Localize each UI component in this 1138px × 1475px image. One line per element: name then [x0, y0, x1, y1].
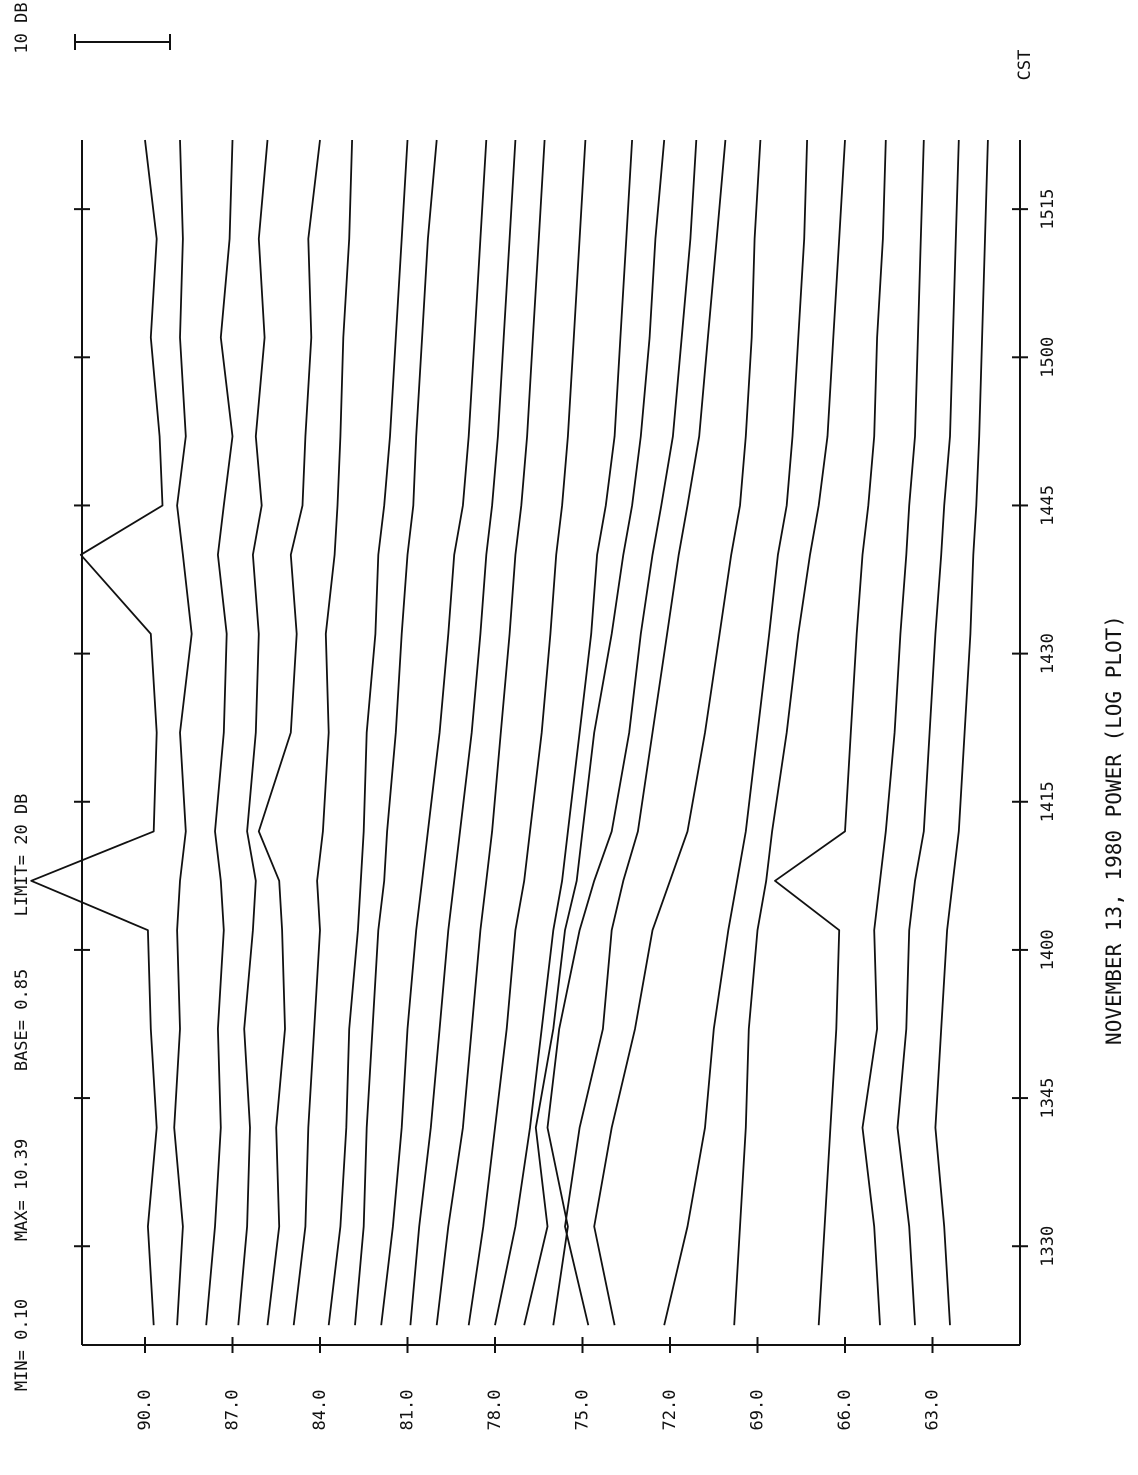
- trace: [774, 139, 887, 1326]
- trace: [494, 139, 633, 1326]
- trace: [861, 139, 925, 1326]
- trace: [435, 139, 546, 1326]
- annotation: MIN= 0.10: [12, 1299, 32, 1391]
- x-tick-label: 1445: [1038, 485, 1058, 526]
- trace: [409, 139, 517, 1326]
- x-tick-label: 1430: [1038, 633, 1058, 674]
- trace: [237, 139, 269, 1326]
- x-tick-label: 1345: [1038, 1078, 1058, 1119]
- annotation: MAX= 10.39: [12, 1139, 32, 1241]
- y-tick-label: 75.0: [573, 1390, 593, 1431]
- y-tick-label: 69.0: [748, 1390, 768, 1431]
- y-tick-label: 87.0: [223, 1390, 243, 1431]
- scale-label: 10 DB: [12, 2, 32, 53]
- x-tick-label: 1330: [1038, 1226, 1058, 1267]
- time-zone: CST: [1015, 50, 1035, 81]
- y-tick-label: 63.0: [923, 1390, 943, 1431]
- x-tick-label: 1415: [1038, 781, 1058, 822]
- y-tick-label: 78.0: [485, 1390, 505, 1431]
- x-tick-label: 1515: [1038, 189, 1058, 230]
- y-tick-label: 66.0: [835, 1390, 855, 1431]
- trace: [327, 139, 409, 1326]
- trace: [564, 139, 727, 1326]
- y-tick-label: 84.0: [310, 1390, 330, 1431]
- trace: [593, 139, 762, 1326]
- y-tick-label: 90.0: [135, 1390, 155, 1431]
- annotation: BASE= 0.85: [12, 969, 32, 1071]
- trace: [354, 139, 438, 1326]
- x-tick-label: 1500: [1038, 337, 1058, 378]
- annotation: LIMIT= 20 DB: [12, 794, 32, 917]
- trace: [546, 139, 698, 1326]
- trace: [733, 139, 846, 1326]
- trace: [205, 139, 234, 1326]
- trace: [663, 139, 808, 1326]
- trace: [896, 139, 960, 1326]
- chart-title: NOVEMBER 13, 1980 POWER (LOG PLOT): [1102, 615, 1126, 1045]
- trace: [467, 139, 587, 1326]
- trace: [257, 139, 321, 1326]
- y-tick-label: 81.0: [398, 1390, 418, 1431]
- trace: [934, 139, 989, 1326]
- trace: [30, 139, 164, 1326]
- y-tick-label: 72.0: [660, 1390, 680, 1431]
- x-tick-label: 1400: [1038, 929, 1058, 970]
- trace: [523, 139, 666, 1326]
- trace: [380, 139, 488, 1326]
- trace: [292, 139, 353, 1326]
- trace: [173, 139, 193, 1326]
